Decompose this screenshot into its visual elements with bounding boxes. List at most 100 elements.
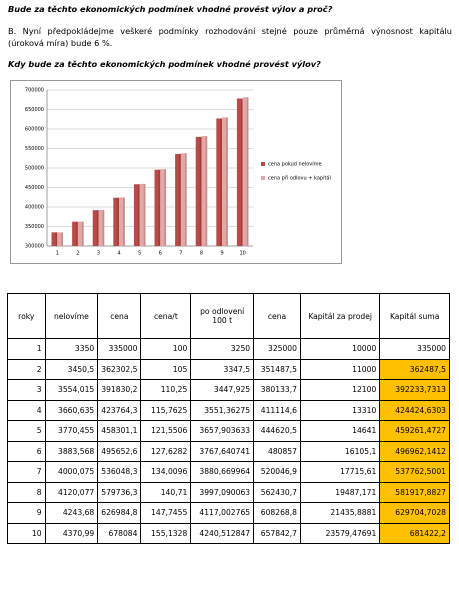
- bar-shade: [55, 232, 58, 246]
- table-cell: 147,7455: [140, 502, 192, 524]
- header-cell: cena: [253, 293, 301, 339]
- y-tick-label: 350000: [25, 224, 44, 230]
- table-row: 4 3660,635 423764,3 115,7625 3551,36275 41111…: [7, 399, 450, 421]
- table-cell: 444620,5: [253, 420, 301, 442]
- table-cell: 17715,61: [299, 461, 381, 483]
- bar-shade: [143, 183, 146, 246]
- bar-shade: [164, 169, 167, 246]
- table-row: 10 4370,99 678084 155,1328 4240,512847 657842…: [7, 522, 450, 544]
- bar: [98, 210, 105, 246]
- table-cell: 657842,7: [253, 522, 301, 544]
- bar: [216, 118, 223, 246]
- table-cell: 4000,075: [44, 461, 99, 483]
- bar: [92, 210, 99, 246]
- bar-shade: [240, 98, 243, 246]
- table-row: 3 3554,015 391830,2 110,25 3447,925 380133,7 1…: [7, 379, 450, 401]
- bar-shade: [205, 136, 208, 246]
- table-cell: 4: [7, 399, 46, 421]
- bar-shade: [226, 117, 228, 246]
- table-cell: 6: [7, 440, 46, 462]
- table-cell: 121,5506: [140, 420, 192, 442]
- table-cell: 11000: [299, 358, 381, 380]
- bar-shade: [137, 184, 140, 246]
- paragraph: B. Nyní předpokládejme veškeré podmínky …: [8, 26, 452, 48]
- table-cell: 3551,36275: [190, 399, 255, 421]
- table-cell: 629704,7028: [379, 502, 450, 524]
- table-cell: 424424,6303: [379, 399, 450, 421]
- table-cell: 626984,8: [97, 502, 142, 524]
- header-cell: roky: [7, 293, 46, 339]
- bar-shade: [76, 221, 78, 246]
- table-cell: 4370,99: [44, 522, 99, 544]
- table-cell: 3997,090063: [190, 481, 255, 503]
- table-cell: 536048,3: [97, 461, 142, 483]
- table-cell: 155,1328: [140, 522, 192, 544]
- bar-shade: [220, 118, 223, 246]
- table-cell: 4240,512847: [190, 522, 255, 544]
- table-row: 6 3883,568 495652,6 127,6282 3767,640741 4808…: [7, 440, 450, 462]
- table-cell: 3554,015: [44, 379, 99, 401]
- table-cell: 681422,2: [379, 522, 450, 544]
- bar: [154, 169, 161, 246]
- bar-shade: [96, 210, 99, 246]
- table-cell: 134,0096: [140, 461, 192, 483]
- x-tick-label: 5: [138, 251, 141, 257]
- y-tick-label: 300000: [25, 244, 44, 250]
- table-cell: 10: [7, 522, 46, 544]
- bar: [201, 136, 208, 246]
- header-cell: nelovíme: [44, 293, 99, 339]
- x-tick-label: 8: [200, 251, 203, 257]
- bar-shade: [179, 153, 181, 246]
- bar: [139, 183, 146, 246]
- table-cell: 10000: [299, 338, 381, 360]
- table-cell: 8: [7, 481, 46, 503]
- legend-label: cena při odlovu + kapitál: [268, 175, 331, 182]
- table-cell: 562430,7: [253, 481, 301, 503]
- chart-frame: 300000 350000 400000 450000 500000 550000 6000…: [10, 80, 342, 264]
- table-cell: 13310: [299, 399, 381, 421]
- bar: [113, 197, 120, 246]
- table-cell: 21435,8881: [299, 502, 381, 524]
- table-cell: 3250: [190, 338, 255, 360]
- table-cell: 459261,4727: [379, 420, 450, 442]
- legend-swatch: [261, 176, 265, 180]
- table-cell: 392233,7313: [379, 379, 450, 401]
- table-cell: 3770,455: [44, 420, 99, 442]
- bar: [242, 97, 249, 246]
- bar-shade: [102, 210, 105, 246]
- table-cell: 391830,2: [97, 379, 142, 401]
- bar-shade: [117, 197, 120, 246]
- x-tick-label: 1: [56, 251, 59, 257]
- table-cell: 3767,640741: [190, 440, 255, 462]
- heading: Bude za těchto ekonomických podmínek vho…: [8, 4, 333, 14]
- x-tick-label: 9: [221, 251, 224, 257]
- table-cell: 579736,3: [97, 481, 142, 503]
- legend-label: cena pokud nelovíme: [268, 161, 322, 168]
- header-cell: cena: [97, 293, 142, 339]
- table-row: 1 3350 335000 100 3250 325000 10000 335000: [7, 338, 450, 360]
- bar: [175, 153, 181, 246]
- table-cell: 362487,5: [379, 358, 450, 380]
- x-tick-label: 10: [240, 251, 246, 257]
- y-tick-label: 600000: [25, 127, 44, 133]
- table-cell: 411114,6: [253, 399, 301, 421]
- table-cell: 351487,5: [253, 358, 301, 380]
- table-row: 2 3450,5 362302,5 105 3347,5 351487,5 11000 362…: [7, 358, 450, 380]
- table-cell: 3350: [44, 338, 99, 360]
- table-cell: 495652,6: [97, 440, 142, 462]
- table-cell: 4120,077: [44, 481, 99, 503]
- bar-shade: [199, 136, 202, 246]
- table-cell: 100: [140, 338, 192, 360]
- header-cell: po odlovení 100 t: [190, 293, 255, 339]
- y-tick-label: 500000: [25, 166, 44, 172]
- table-cell: 115,7625: [140, 399, 192, 421]
- table-cell: 3657,903633: [190, 420, 255, 442]
- table-cell: 362302,5: [97, 358, 142, 380]
- table-cell: 458301,1: [97, 420, 142, 442]
- table-cell: 9: [7, 502, 46, 524]
- bar: [119, 197, 125, 246]
- x-tick-label: 6: [159, 251, 162, 257]
- table-cell: 380133,7: [253, 379, 301, 401]
